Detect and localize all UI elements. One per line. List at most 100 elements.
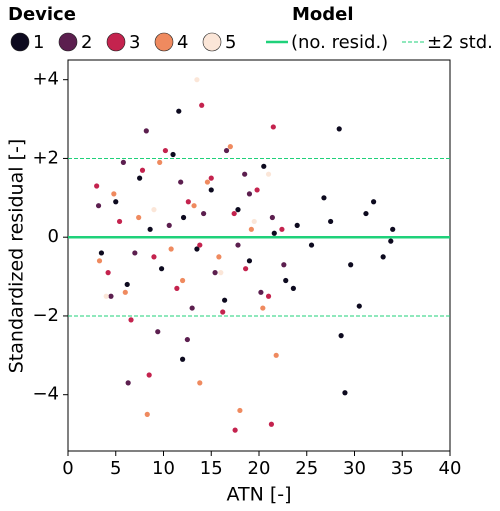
data-point [162,147,169,154]
data-point [174,285,180,291]
legend-marker [106,32,126,52]
data-point [218,270,224,276]
data-point [265,171,272,177]
data-point [166,222,172,228]
data-point [176,108,182,114]
legend-marker [58,32,78,52]
data-point [113,199,119,205]
x-axis-label: ATN [-] [226,484,291,506]
data-point [308,242,315,248]
x-tick-label: 25 [295,458,318,479]
data-point [184,336,190,343]
data-point [231,210,237,217]
data-point [227,144,233,150]
data-point [137,175,143,181]
legend-label: 2 [81,32,92,53]
data-point [388,238,394,244]
x-tick-label: 0 [62,458,73,479]
y-tick-label: −4 [32,384,59,405]
data-point [180,356,186,362]
data-point [199,102,205,108]
data-point [136,214,142,221]
data-point [220,309,226,315]
data-point [194,77,200,83]
data-point [157,159,163,165]
x-tick-label: 10 [152,458,175,479]
data-point [125,380,131,386]
data-point [260,305,266,311]
y-tick-label: +2 [32,147,59,168]
data-point [139,167,146,173]
data-point [144,411,150,417]
data-point [232,427,238,433]
data-point [269,214,275,221]
x-tick-label: 20 [248,458,271,479]
data-point [294,222,300,228]
data-point [243,266,249,272]
data-point [143,128,149,134]
data-point [108,293,114,299]
y-tick-label: +4 [32,69,59,90]
data-point [290,285,296,291]
data-point [189,305,195,311]
data-point [270,124,276,130]
data-point [122,289,128,295]
data-point [120,159,126,165]
data-point [235,207,241,213]
data-point [348,262,354,268]
data-point [248,226,254,232]
y-tick-label: −2 [32,305,59,326]
data-point [151,254,157,260]
data-point [96,258,103,264]
data-point [363,210,369,217]
plot-frame [67,59,451,452]
data-point [336,126,342,132]
data-point [254,187,260,193]
data-point [124,281,130,288]
data-point [208,175,214,181]
data-point [273,352,279,358]
data-point [371,199,377,205]
legend-label: ±2 std. [427,32,493,53]
data-point [116,218,123,225]
legend-title: Model [292,4,354,25]
data-point [111,191,117,197]
x-tick-label: 15 [200,458,223,479]
legend-label: 5 [225,32,236,53]
data-point [105,270,111,276]
data-point [128,317,134,323]
data-point [208,187,214,193]
data-point [342,390,348,396]
data-point [197,242,203,248]
data-point [281,262,287,268]
data-point [261,163,267,169]
data-point [158,266,165,272]
data-point [168,246,174,252]
x-tick-label: 35 [391,458,414,479]
data-point [180,277,186,284]
data-point [223,147,230,154]
data-point [271,230,277,236]
legend-marker [154,32,174,52]
x-tick-label: 5 [110,458,121,479]
x-tick-label: 40 [439,458,462,479]
legend-label: 1 [33,32,44,53]
legend-label: 4 [177,32,188,53]
data-point [146,372,152,378]
data-point [338,333,344,339]
legend-label: (no. resid.) [291,32,388,53]
data-point [251,218,257,225]
data-point [155,329,161,335]
data-point [283,277,289,284]
data-point [246,191,253,197]
data-point [216,254,222,260]
data-point [178,179,184,185]
data-point [95,203,102,209]
data-point [185,199,191,205]
data-point [258,289,264,295]
data-point [180,214,187,221]
data-point [201,210,207,217]
data-point [268,421,275,427]
data-point [380,254,386,260]
